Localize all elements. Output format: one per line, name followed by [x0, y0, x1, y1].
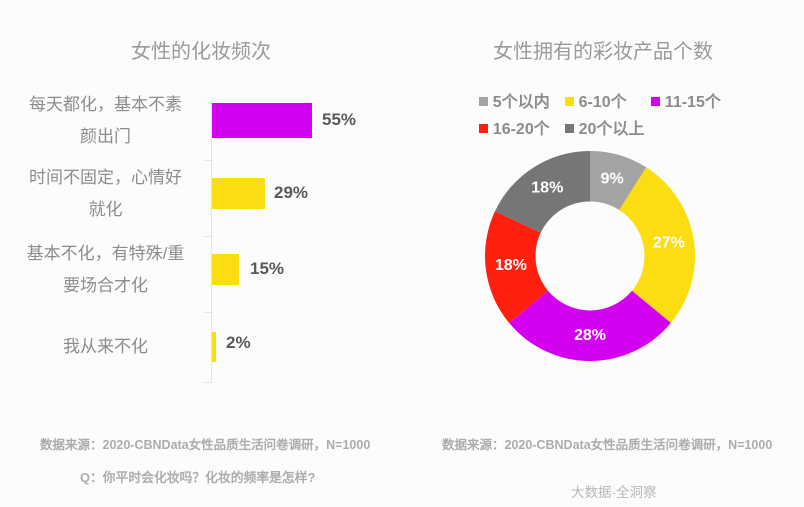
svg-text:18%: 18% — [531, 180, 563, 197]
svg-text:18%: 18% — [495, 257, 527, 274]
svg-text:9%: 9% — [601, 170, 624, 187]
svg-text:28%: 28% — [574, 327, 606, 344]
svg-text:27%: 27% — [653, 235, 685, 252]
